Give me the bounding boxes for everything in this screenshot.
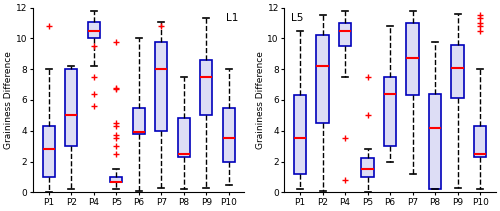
PathPatch shape: [316, 35, 329, 123]
Y-axis label: Graininess Difference: Graininess Difference: [4, 51, 13, 149]
PathPatch shape: [42, 126, 55, 177]
PathPatch shape: [155, 42, 168, 131]
PathPatch shape: [429, 94, 442, 189]
Y-axis label: Graininess Difference: Graininess Difference: [256, 51, 264, 149]
PathPatch shape: [88, 22, 100, 38]
PathPatch shape: [222, 108, 235, 161]
PathPatch shape: [362, 158, 374, 177]
PathPatch shape: [200, 60, 212, 115]
PathPatch shape: [178, 118, 190, 157]
Text: L5: L5: [290, 13, 303, 23]
PathPatch shape: [474, 126, 486, 157]
PathPatch shape: [65, 69, 78, 146]
PathPatch shape: [110, 177, 122, 181]
Text: L1: L1: [226, 13, 238, 23]
PathPatch shape: [339, 23, 351, 46]
PathPatch shape: [384, 77, 396, 146]
PathPatch shape: [132, 108, 145, 134]
PathPatch shape: [406, 23, 419, 95]
PathPatch shape: [294, 95, 306, 174]
PathPatch shape: [452, 45, 464, 99]
